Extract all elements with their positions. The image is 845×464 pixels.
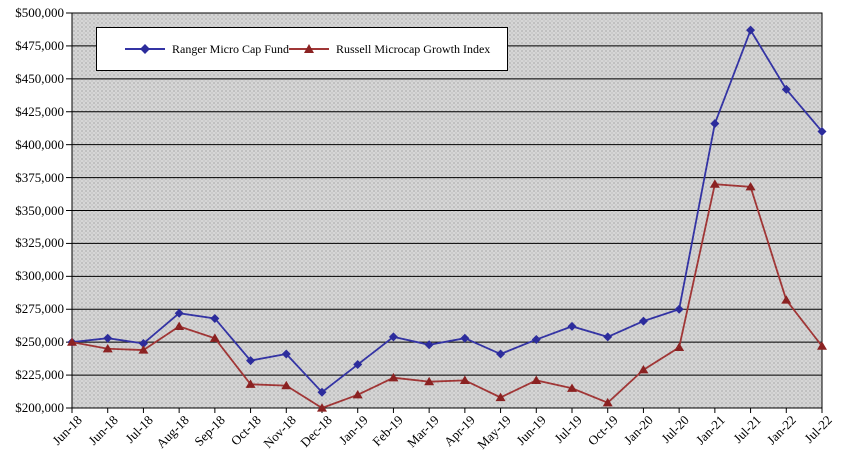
y-axis-label: $200,000	[15, 400, 64, 415]
legend-label-ranger: Ranger Micro Cap Fund	[172, 41, 289, 56]
data-point-ranger-micro-cap-fund	[710, 119, 720, 129]
y-axis-label: $500,000	[15, 5, 64, 20]
y-axis-label: $450,000	[15, 70, 64, 86]
y-axis-label: $425,000	[15, 103, 64, 119]
line-marker-icon	[125, 44, 165, 54]
y-axis-label: $400,000	[15, 136, 64, 152]
data-point-russell-microcap-growth-index	[102, 343, 113, 353]
series-line-ranger-micro-cap-fund	[71, 28, 823, 394]
data-point-russell-microcap-growth-index	[817, 341, 827, 350]
data-point-ranger-micro-cap-fund	[281, 349, 291, 359]
data-point-ranger-micro-cap-fund	[210, 313, 220, 323]
data-point-russell-microcap-growth-index	[459, 375, 470, 384]
data-point-ranger-micro-cap-fund	[567, 321, 577, 331]
data-point-russell-microcap-growth-index	[67, 337, 77, 346]
data-point-ranger-micro-cap-fund	[353, 360, 363, 370]
data-point-russell-microcap-growth-index	[709, 179, 720, 188]
data-point-russell-microcap-growth-index	[245, 379, 256, 388]
y-axis-label: $250,000	[15, 334, 64, 350]
data-point-russell-microcap-growth-index	[209, 333, 220, 342]
data-point-ranger-micro-cap-fund	[638, 316, 648, 326]
data-point-russell-microcap-growth-index	[495, 392, 506, 402]
data-point-ranger-micro-cap-fund	[424, 340, 434, 350]
y-axis-label: $350,000	[15, 202, 64, 218]
data-point-ranger-micro-cap-fund	[531, 335, 541, 345]
data-point-russell-microcap-growth-index	[674, 342, 685, 352]
line-marker-icon	[288, 43, 329, 53]
legend-entry-russell: Russell Microcap Growth Index	[288, 41, 491, 57]
y-axis-label: $325,000	[15, 235, 64, 251]
data-point-russell-microcap-growth-index	[281, 380, 292, 390]
data-point-ranger-micro-cap-fund	[246, 356, 256, 366]
legend-entry-ranger: Ranger Micro Cap Fund	[125, 42, 289, 57]
plot-border	[71, 12, 823, 409]
data-point-russell-microcap-growth-index	[781, 295, 792, 304]
data-point-ranger-micro-cap-fund	[317, 387, 327, 397]
y-axis-label: $225,000	[15, 367, 64, 383]
y-axis-label: $300,000	[15, 268, 64, 284]
data-point-russell-microcap-growth-index	[352, 390, 363, 399]
data-point-russell-microcap-growth-index	[745, 182, 756, 191]
data-point-russell-microcap-growth-index	[602, 397, 613, 407]
data-point-russell-microcap-growth-index	[567, 383, 577, 392]
data-point-russell-microcap-growth-index	[388, 372, 399, 382]
data-point-russell-microcap-growth-index	[638, 365, 649, 374]
data-point-ranger-micro-cap-fund	[674, 304, 684, 314]
data-point-russell-microcap-growth-index	[138, 345, 149, 354]
triangle-icon	[303, 43, 314, 53]
data-point-russell-microcap-growth-index	[424, 376, 435, 386]
data-point-ranger-micro-cap-fund	[460, 333, 470, 343]
data-point-ranger-micro-cap-fund	[817, 127, 827, 136]
data-point-russell-microcap-growth-index	[174, 321, 185, 330]
data-point-ranger-micro-cap-fund	[103, 333, 113, 343]
y-axis-label: $475,000	[15, 37, 64, 53]
data-point-ranger-micro-cap-fund	[174, 308, 184, 318]
data-point-ranger-micro-cap-fund	[603, 332, 613, 342]
diamond-icon	[140, 44, 150, 54]
y-axis-label: $275,000	[15, 301, 64, 317]
series-line-russell-microcap-growth-index	[71, 183, 823, 409]
chart-legend: Ranger Micro Cap Fund Russell Microcap G…	[96, 27, 508, 71]
data-point-ranger-micro-cap-fund	[746, 25, 756, 35]
data-point-ranger-micro-cap-fund	[496, 349, 506, 359]
legend-label-russell: Russell Microcap Growth Index	[335, 41, 491, 56]
data-point-ranger-micro-cap-fund	[138, 338, 148, 348]
data-point-ranger-micro-cap-fund	[781, 84, 791, 94]
data-point-ranger-micro-cap-fund	[388, 332, 398, 342]
data-point-russell-microcap-growth-index	[531, 375, 542, 384]
y-axis-label: $375,000	[15, 169, 64, 185]
data-point-russell-microcap-growth-index	[317, 403, 327, 412]
